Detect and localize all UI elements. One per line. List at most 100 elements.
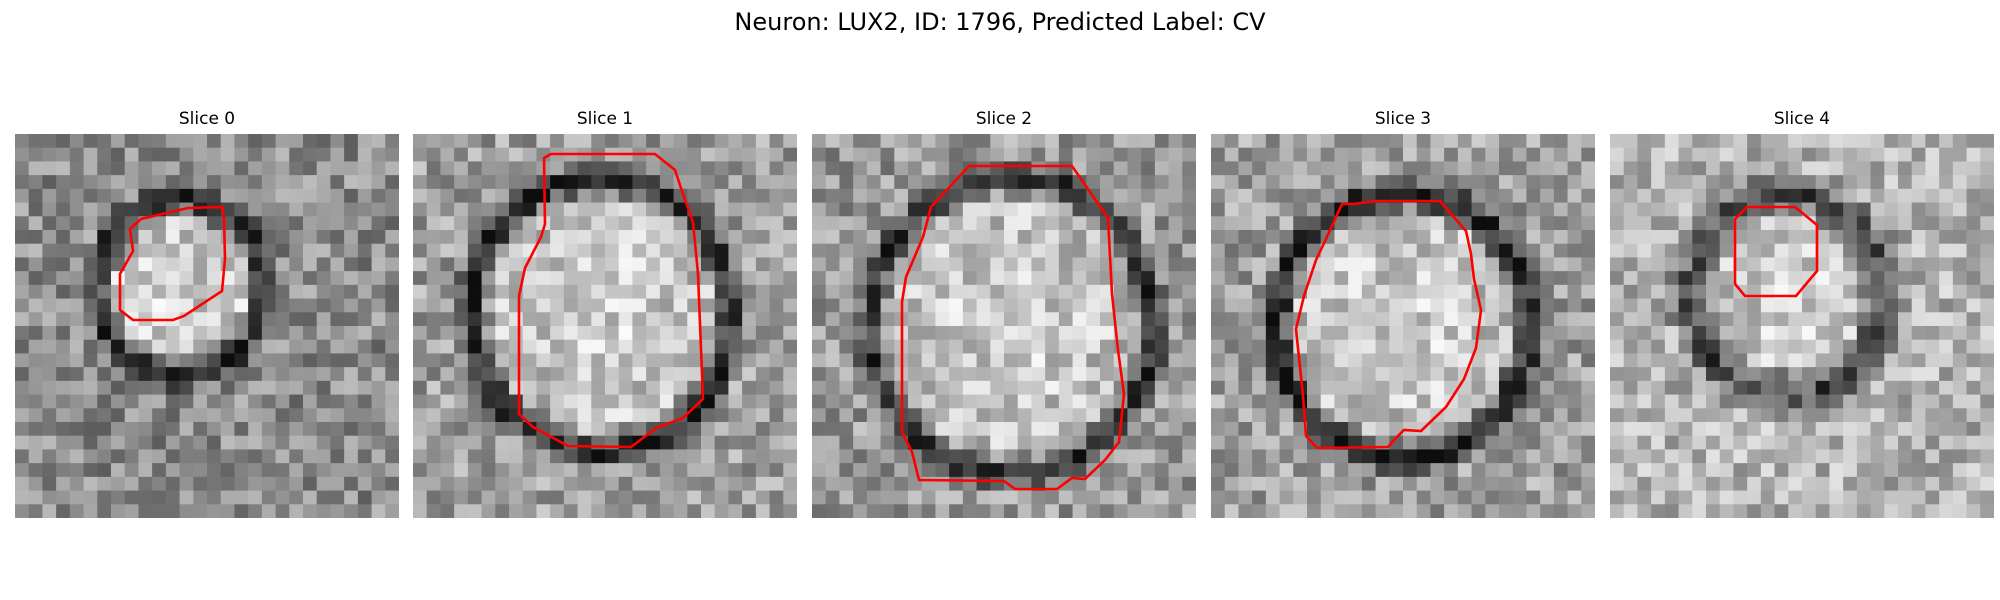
pixel bbox=[1526, 380, 1541, 396]
pixel bbox=[536, 243, 551, 259]
pixel bbox=[550, 504, 565, 518]
pixel bbox=[138, 271, 153, 286]
pixel bbox=[1512, 257, 1528, 272]
pixel bbox=[467, 312, 483, 327]
pixel bbox=[755, 230, 771, 245]
pixel bbox=[1154, 161, 1170, 176]
pixel bbox=[949, 422, 964, 437]
pixel bbox=[1471, 504, 1486, 518]
pixel bbox=[1238, 216, 1253, 231]
pixel bbox=[1623, 216, 1639, 231]
pixel bbox=[1898, 216, 1913, 231]
pixel bbox=[1651, 367, 1666, 382]
pixel bbox=[1499, 326, 1514, 341]
pixel bbox=[1430, 353, 1445, 368]
pixel bbox=[1774, 298, 1789, 313]
pixel bbox=[659, 490, 675, 505]
pixel bbox=[866, 202, 882, 217]
pixel bbox=[481, 312, 496, 327]
pixel bbox=[1004, 326, 1019, 341]
pixel bbox=[1127, 326, 1142, 341]
pixel bbox=[632, 394, 647, 409]
pixel bbox=[1678, 243, 1693, 259]
pixel bbox=[1416, 490, 1432, 505]
pixel bbox=[962, 312, 978, 327]
pixel bbox=[1389, 257, 1404, 272]
pixel bbox=[330, 216, 345, 231]
pixel bbox=[522, 353, 538, 368]
pixel bbox=[1361, 353, 1377, 368]
pixel bbox=[949, 504, 964, 518]
pixel bbox=[440, 326, 455, 341]
pixel bbox=[1265, 161, 1281, 176]
pixel bbox=[1553, 449, 1569, 464]
pixel bbox=[1279, 257, 1294, 272]
pixel bbox=[1870, 202, 1885, 217]
pixel bbox=[495, 188, 510, 204]
pixel bbox=[1540, 490, 1555, 505]
pixel bbox=[1004, 380, 1019, 396]
slice-title: Slice 2 bbox=[975, 109, 1033, 129]
pixel bbox=[976, 284, 991, 300]
pixel bbox=[1058, 504, 1074, 518]
pixel bbox=[1017, 380, 1033, 396]
pixel bbox=[1843, 284, 1858, 300]
pixel bbox=[344, 476, 359, 492]
pixel bbox=[1733, 353, 1748, 368]
pixel bbox=[344, 257, 359, 272]
pixel bbox=[1829, 161, 1844, 176]
pixel bbox=[1072, 175, 1087, 190]
pixel bbox=[1802, 435, 1817, 451]
pixel bbox=[275, 339, 290, 355]
pixel bbox=[165, 353, 181, 368]
pixel bbox=[1127, 134, 1142, 149]
pixel bbox=[1471, 175, 1486, 190]
pixel bbox=[220, 161, 236, 176]
pixel bbox=[220, 134, 236, 149]
pixel bbox=[853, 490, 868, 505]
pixel bbox=[1678, 408, 1693, 423]
pixel bbox=[1154, 216, 1170, 231]
pixel bbox=[248, 408, 263, 423]
pixel bbox=[69, 380, 85, 396]
pixel bbox=[990, 147, 1005, 163]
pixel bbox=[1293, 476, 1308, 492]
segmentation-contour bbox=[900, 164, 1126, 491]
pixel bbox=[1141, 339, 1156, 355]
pixel bbox=[728, 353, 743, 368]
pixel bbox=[454, 202, 469, 217]
pixel bbox=[207, 134, 222, 149]
pixel bbox=[577, 326, 592, 341]
pixel bbox=[385, 271, 399, 286]
pixel bbox=[812, 312, 827, 327]
pixel bbox=[1072, 463, 1087, 478]
pixel bbox=[563, 339, 579, 355]
pixel bbox=[908, 202, 923, 217]
pixel bbox=[728, 175, 743, 190]
pixel bbox=[1430, 463, 1445, 478]
pixel bbox=[1747, 422, 1762, 437]
pixel bbox=[481, 230, 496, 245]
pixel bbox=[1870, 243, 1885, 259]
pixel bbox=[1182, 202, 1196, 217]
pixel bbox=[1843, 243, 1858, 259]
pixel bbox=[1430, 284, 1445, 300]
pixel bbox=[1457, 326, 1473, 341]
pixel bbox=[1211, 435, 1226, 451]
pixel bbox=[536, 147, 551, 163]
pixel bbox=[385, 230, 399, 245]
pixel bbox=[1802, 147, 1817, 163]
pixel bbox=[440, 257, 455, 272]
pixel bbox=[371, 326, 386, 341]
pixel bbox=[1403, 230, 1418, 245]
pixel bbox=[536, 380, 551, 396]
pixel bbox=[316, 408, 332, 423]
pixel bbox=[769, 243, 784, 259]
pixel bbox=[1100, 490, 1115, 505]
pixel bbox=[316, 216, 332, 231]
pixel bbox=[1457, 134, 1473, 149]
pixel bbox=[28, 408, 44, 423]
pixel bbox=[1182, 298, 1196, 313]
pixel bbox=[1307, 353, 1322, 368]
pixel bbox=[1939, 449, 1954, 464]
